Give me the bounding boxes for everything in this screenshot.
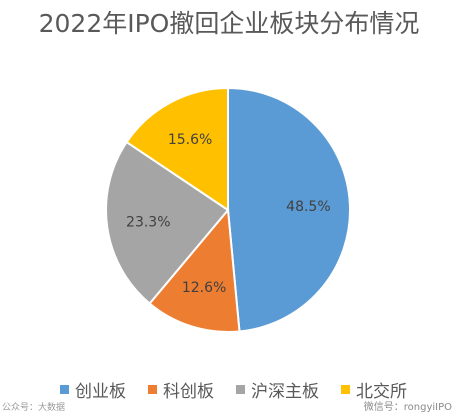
chart-title: 2022年IPO撤回企业板块分布情况 — [38, 9, 420, 38]
legend-swatch-1 — [60, 384, 69, 394]
legend-swatch-4 — [341, 384, 350, 394]
pie-slice-3 — [105, 140, 230, 305]
watermark-right: 微信号：rongyiIPO — [363, 402, 452, 413]
legend-label-1: 创业板 — [75, 381, 126, 402]
legend-item-1: 创业板 — [60, 377, 126, 402]
watermark-left: 公众号：大数据 — [2, 403, 66, 413]
pie-slice-2 — [148, 207, 241, 333]
data-label-1: 48.5% — [286, 199, 330, 215]
legend-item-2: 科创板 — [148, 377, 214, 402]
legend-item-3: 沪深主板 — [236, 377, 319, 402]
pie-slice-1 — [227, 86, 352, 333]
data-label-4: 15.6% — [168, 132, 212, 148]
legend-item-4: 北交所 — [341, 377, 407, 402]
legend-label-4: 北交所 — [356, 381, 407, 402]
data-label-2: 12.6% — [182, 280, 226, 296]
chart-legend: 创业板 科创板 沪深主板 北交所 — [60, 377, 407, 402]
pie-slice-4 — [125, 86, 229, 212]
legend-swatch-3 — [236, 384, 245, 394]
legend-swatch-2 — [148, 384, 157, 394]
legend-label-2: 科创板 — [163, 381, 214, 402]
data-label-3: 23.3% — [126, 214, 170, 230]
legend-label-3: 沪深主板 — [251, 381, 319, 402]
